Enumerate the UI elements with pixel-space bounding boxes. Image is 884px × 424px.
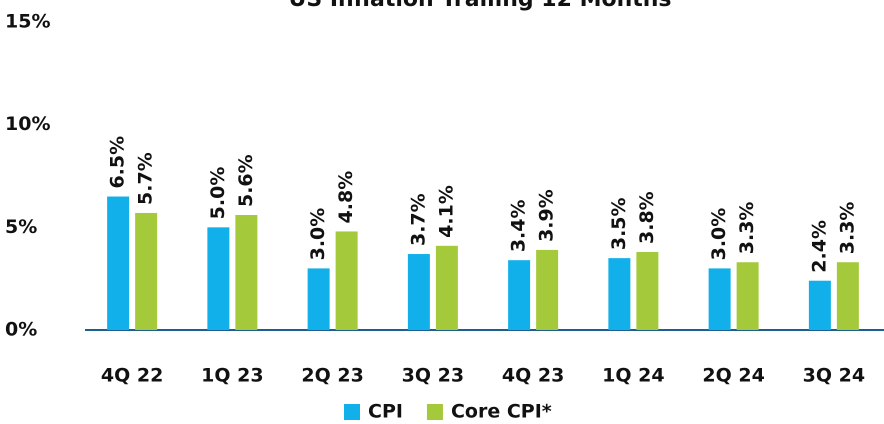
x-tick-label: 4Q 22 xyxy=(101,365,163,387)
bar xyxy=(407,254,430,330)
y-tick-label: 0% xyxy=(5,319,37,341)
bar xyxy=(536,249,559,330)
bar xyxy=(808,280,831,330)
x-tick-label: 4Q 23 xyxy=(502,365,564,387)
x-tick-label: 1Q 24 xyxy=(602,365,664,387)
bar xyxy=(736,262,759,330)
x-tick-label: 2Q 23 xyxy=(301,365,363,387)
legend-swatch xyxy=(426,404,443,420)
bar xyxy=(508,260,531,330)
chart-title: US Inflation Trailing 12 Months xyxy=(288,0,671,12)
value-label: 3.9% xyxy=(536,189,558,242)
bar xyxy=(435,245,458,330)
value-label: 5.6% xyxy=(235,154,257,207)
value-label: 3.0% xyxy=(307,208,329,261)
value-label: 2.4% xyxy=(808,220,830,273)
bar xyxy=(708,268,731,330)
value-label: 3.5% xyxy=(608,197,630,250)
bar xyxy=(135,212,158,330)
value-label: 3.4% xyxy=(508,199,530,252)
value-label: 4.1% xyxy=(435,185,457,238)
bar xyxy=(207,227,230,330)
value-label: 3.8% xyxy=(636,191,658,244)
value-label: 3.3% xyxy=(836,202,858,255)
value-label: 3.0% xyxy=(708,208,730,261)
bar xyxy=(235,215,258,330)
bar xyxy=(335,231,358,330)
bar xyxy=(836,262,859,330)
y-tick-label: 5% xyxy=(5,216,37,238)
legend-label: Core CPI* xyxy=(451,401,552,423)
bar xyxy=(307,268,330,330)
x-tick-label: 1Q 23 xyxy=(201,365,263,387)
bar xyxy=(608,258,631,330)
value-label: 4.8% xyxy=(335,171,357,224)
value-label: 6.5% xyxy=(107,136,129,189)
bar xyxy=(636,251,659,330)
value-label: 5.7% xyxy=(135,152,157,205)
legend-swatch xyxy=(344,404,360,420)
x-tick-label: 3Q 24 xyxy=(803,365,865,387)
value-label: 5.0% xyxy=(207,167,229,220)
value-label: 3.7% xyxy=(407,193,429,246)
legend-label: CPI xyxy=(368,401,403,423)
x-tick-label: 2Q 24 xyxy=(702,365,764,387)
x-tick-label: 3Q 23 xyxy=(402,365,464,387)
y-tick-label: 10% xyxy=(5,113,50,135)
y-tick-label: 15% xyxy=(5,11,50,33)
bar xyxy=(107,196,130,330)
value-label: 3.3% xyxy=(736,202,758,255)
